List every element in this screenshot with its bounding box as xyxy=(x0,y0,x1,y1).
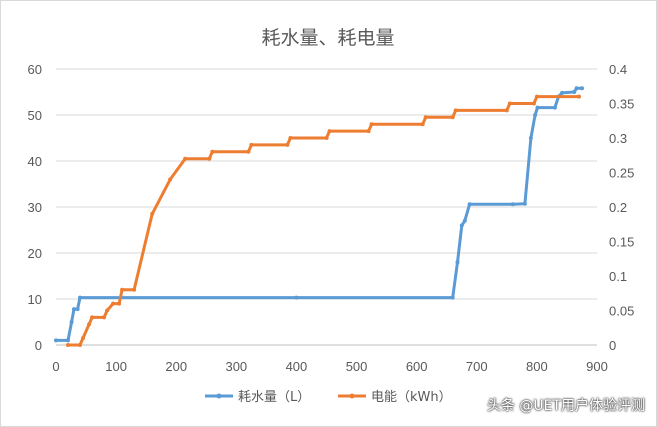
data-point xyxy=(111,301,116,306)
legend: 耗水量（L） 电能（kWh） xyxy=(205,390,452,405)
y-right-tick-label: 0.2 xyxy=(609,200,627,215)
gridlines xyxy=(56,68,597,300)
y-left-tick-label: 20 xyxy=(28,246,42,261)
data-point xyxy=(105,308,110,313)
data-point xyxy=(574,86,579,91)
legend-marker-1 xyxy=(349,393,355,399)
data-point xyxy=(66,343,70,347)
x-tick-label: 0 xyxy=(52,359,59,374)
chart-title: 耗水量、耗电量 xyxy=(261,27,394,49)
y-left-tick-label: 40 xyxy=(28,154,42,169)
y-right-tick-label: 0 xyxy=(609,338,616,353)
data-point xyxy=(246,149,251,154)
data-point xyxy=(183,156,188,161)
axes: 010203040506000.050.10.150.20.250.30.350… xyxy=(28,62,635,374)
x-tick-label: 800 xyxy=(526,359,548,374)
x-tick-label: 500 xyxy=(346,359,368,374)
y-right-tick-label: 0.25 xyxy=(609,166,634,181)
data-point xyxy=(450,115,455,120)
data-point xyxy=(285,142,290,147)
data-point xyxy=(572,90,577,94)
data-point xyxy=(78,343,82,347)
data-point xyxy=(132,287,137,292)
data-point xyxy=(210,149,215,154)
data-point xyxy=(522,201,527,206)
data-point xyxy=(504,108,509,113)
data-point xyxy=(327,129,332,134)
legend-label-1: 电能（kWh） xyxy=(371,390,452,405)
data-point xyxy=(78,295,82,300)
x-tick-label: 700 xyxy=(466,359,488,374)
data-point xyxy=(531,101,536,106)
data-point xyxy=(72,307,76,312)
data-point xyxy=(81,336,85,341)
data-point xyxy=(450,295,455,300)
data-point xyxy=(533,113,538,117)
data-point xyxy=(462,218,467,223)
x-tick-label: 100 xyxy=(105,359,127,374)
data-point xyxy=(117,301,122,306)
data-point xyxy=(467,202,472,207)
y-left-tick-label: 0 xyxy=(35,338,42,353)
data-point xyxy=(560,90,565,95)
data-point xyxy=(54,338,58,343)
data-point xyxy=(87,322,92,327)
data-point xyxy=(288,136,293,140)
data-point xyxy=(168,177,173,182)
data-point xyxy=(420,122,425,127)
y-right-tick-label: 0.05 xyxy=(609,304,634,319)
y-right-tick-label: 0.3 xyxy=(609,131,627,146)
data-point xyxy=(423,115,428,120)
y-right-tick-label: 0.15 xyxy=(609,235,634,250)
series-points-1 xyxy=(66,94,581,347)
data-point xyxy=(534,94,539,99)
data-point xyxy=(535,105,540,110)
x-tick-label: 600 xyxy=(406,359,428,374)
data-point xyxy=(455,260,460,265)
data-point xyxy=(90,315,95,320)
data-point xyxy=(510,202,515,207)
data-point xyxy=(459,223,464,228)
data-point xyxy=(577,94,581,99)
data-point xyxy=(249,142,254,147)
data-point xyxy=(507,101,512,106)
y-right-tick-label: 0.35 xyxy=(609,97,634,112)
data-point xyxy=(580,86,584,91)
data-point xyxy=(369,122,374,127)
y-right-tick-label: 0.4 xyxy=(609,62,627,77)
data-point xyxy=(75,307,80,312)
data-point xyxy=(324,136,329,140)
x-tick-label: 900 xyxy=(586,359,608,374)
data-point xyxy=(552,105,557,110)
data-point xyxy=(528,136,533,140)
y-left-tick-label: 50 xyxy=(28,108,42,123)
series-layer xyxy=(54,86,584,347)
y-right-tick-label: 0.1 xyxy=(609,269,627,284)
legend-marker-0 xyxy=(216,393,222,399)
data-point xyxy=(294,295,299,300)
data-point xyxy=(366,129,371,134)
y-left-tick-label: 60 xyxy=(28,62,42,77)
data-point xyxy=(150,211,155,216)
series-points-0 xyxy=(54,86,584,343)
data-point xyxy=(102,315,107,320)
y-left-tick-label: 30 xyxy=(28,200,42,215)
watermark-text: 头条 @UET用户体验评测 xyxy=(486,398,645,414)
data-point xyxy=(69,320,74,324)
y-left-tick-label: 10 xyxy=(28,292,42,307)
x-tick-label: 200 xyxy=(165,359,187,374)
legend-label-0: 耗水量（L） xyxy=(238,390,310,405)
x-tick-label: 300 xyxy=(225,359,247,374)
data-point xyxy=(66,338,70,343)
data-point xyxy=(207,156,212,161)
x-tick-label: 400 xyxy=(286,359,308,374)
data-point xyxy=(120,287,125,292)
data-point xyxy=(453,108,458,113)
